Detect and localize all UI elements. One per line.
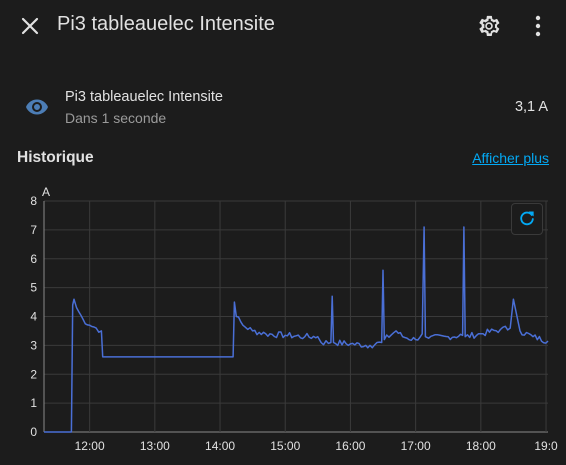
x-tick-label: 12:00 (75, 439, 105, 453)
entity-last-changed: Dans 1 seconde (65, 110, 167, 126)
refresh-icon (520, 211, 534, 226)
chart-grid (43, 200, 548, 433)
entity-state-row: Pi3 tableauelec Intensite Dans 1 seconde… (0, 85, 566, 133)
history-chart[interactable]: 0 1 2 3 4 5 6 7 8 12:00 13:00 14:00 15:00 16:00 17:00… (0, 180, 566, 465)
more-options-button[interactable] (525, 13, 551, 39)
y-tick-label: 5 (30, 281, 37, 295)
settings-button[interactable] (476, 13, 502, 39)
entity-name: Pi3 tableauelec Intensite (65, 89, 223, 105)
y-axis-unit: A (42, 185, 50, 199)
y-tick-label: 6 (30, 252, 37, 266)
dialog-title: Pi3 tableauelec Intensite (57, 13, 275, 35)
y-tick-label: 2 (30, 367, 37, 381)
close-button[interactable] (16, 12, 44, 40)
show-more-link[interactable]: Afficher plus (472, 150, 549, 166)
y-tick-label: 7 (30, 223, 37, 237)
y-tick-label: 8 (30, 194, 37, 208)
more-vertical-icon (535, 15, 541, 37)
y-tick-label: 3 (30, 338, 37, 352)
x-tick-label: 14:00 (205, 439, 235, 453)
close-icon (21, 17, 39, 35)
series-line (44, 226, 549, 433)
x-tick-label: 18:00 (466, 439, 496, 453)
x-tick-label: 15:00 (270, 439, 300, 453)
x-tick-label: 17:00 (401, 439, 431, 453)
y-tick-label: 0 (30, 425, 37, 439)
eye-icon (26, 99, 48, 115)
entity-state-value: 3,1 A (514, 99, 548, 115)
x-tick-label: 19:0 (534, 439, 558, 453)
history-title: Historique (17, 149, 94, 166)
y-tick-label: 4 (30, 310, 37, 324)
dialog-header: Pi3 tableauelec Intensite (0, 0, 566, 52)
y-axis-labels: 0 1 2 3 4 5 6 7 8 (30, 194, 37, 439)
reset-zoom-button[interactable] (511, 203, 543, 235)
x-axis-labels: 12:00 13:00 14:00 15:00 16:00 17:00 18:00 19:0 (75, 439, 558, 453)
gear-icon (479, 15, 500, 36)
x-tick-label: 13:00 (140, 439, 170, 453)
y-tick-label: 1 (30, 396, 37, 410)
x-tick-label: 16:00 (335, 439, 365, 453)
